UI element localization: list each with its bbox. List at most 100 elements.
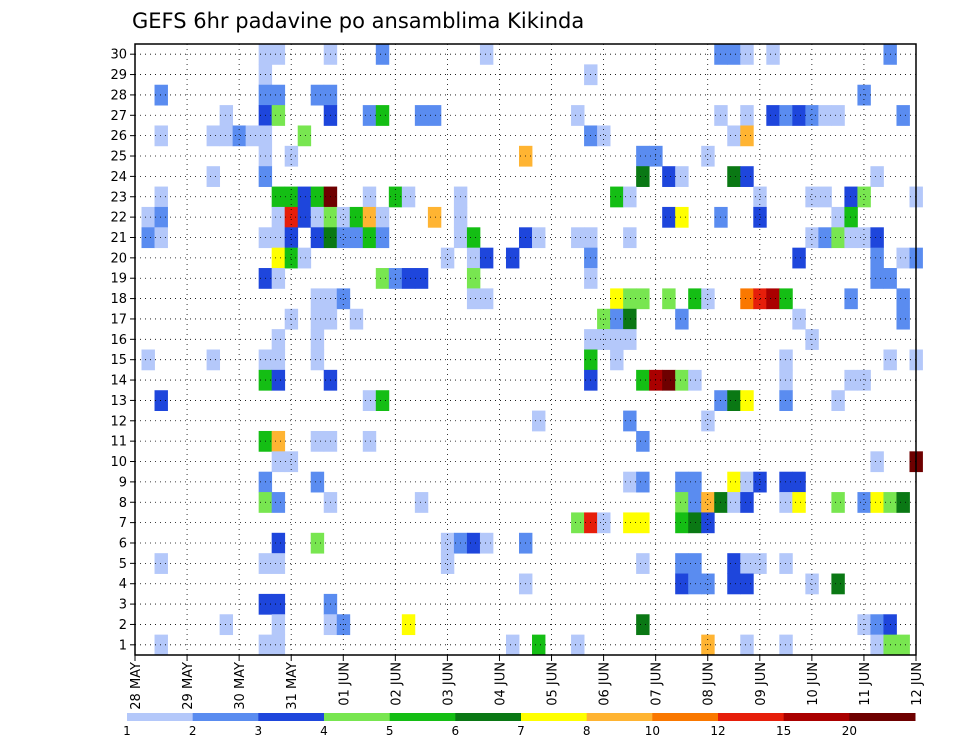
heatmap-cell bbox=[610, 308, 624, 330]
heatmap-cell bbox=[636, 166, 650, 187]
colorbar-label: 7 bbox=[517, 724, 525, 738]
heatmap-cell bbox=[844, 288, 858, 310]
y-tick-label: 4 bbox=[119, 577, 127, 592]
heatmap-cell bbox=[219, 614, 234, 636]
heatmap-cell bbox=[870, 614, 884, 636]
y-tick-label: 26 bbox=[110, 129, 127, 144]
heatmap-cell bbox=[844, 227, 858, 249]
heatmap-cell bbox=[349, 227, 364, 249]
colorbar-label: 2 bbox=[189, 724, 197, 738]
heatmap-cell bbox=[154, 125, 168, 147]
heatmap-cell bbox=[532, 634, 546, 656]
colorbar-label: 15 bbox=[776, 724, 791, 738]
heatmap-cell bbox=[297, 186, 312, 208]
heatmap-cell bbox=[310, 430, 325, 452]
y-tick-label: 9 bbox=[119, 475, 127, 490]
heatmap-cell bbox=[688, 573, 702, 595]
heatmap-cell bbox=[844, 206, 858, 228]
heatmap-cell bbox=[727, 390, 741, 411]
heatmap-cell bbox=[336, 227, 351, 249]
heatmap-cell bbox=[284, 227, 299, 249]
heatmap-cell bbox=[414, 105, 429, 126]
heatmap-cell bbox=[701, 288, 715, 310]
heatmap-cell bbox=[297, 206, 312, 228]
heatmap-cell bbox=[505, 247, 520, 269]
heatmap-cell bbox=[571, 105, 585, 126]
y-tick-label: 8 bbox=[119, 496, 127, 511]
heatmap-cell bbox=[375, 227, 390, 249]
heatmap-cell bbox=[896, 288, 910, 310]
heatmap-cell bbox=[740, 288, 754, 310]
heatmap-cell bbox=[532, 410, 546, 432]
y-tick-label: 20 bbox=[110, 251, 127, 266]
heatmap-cell bbox=[154, 84, 168, 106]
heatmap-cell bbox=[688, 553, 702, 574]
heatmap-cell bbox=[896, 492, 910, 513]
colorbar: 1 2 3 4 5 6 7 8 10 12 15 20 bbox=[123, 713, 916, 738]
heatmap-cell bbox=[688, 288, 702, 310]
heatmap-cell bbox=[896, 247, 910, 269]
heatmap-cell bbox=[206, 166, 221, 187]
heatmap-cell bbox=[779, 349, 793, 371]
heatmap-cell bbox=[271, 84, 286, 106]
heatmap-cell bbox=[740, 553, 754, 574]
heatmap-cell bbox=[310, 84, 325, 106]
heatmap-cell bbox=[349, 308, 364, 330]
heatmap-cell bbox=[375, 105, 390, 126]
heatmap-cell bbox=[623, 288, 637, 310]
heatmap-cell bbox=[427, 206, 442, 228]
heatmap-cell bbox=[154, 390, 168, 411]
y-tick-label: 25 bbox=[110, 150, 127, 165]
colorbar-label: 12 bbox=[710, 724, 725, 738]
heatmap-cell bbox=[271, 492, 286, 513]
heatmap-cell bbox=[701, 512, 715, 534]
heatmap-cell bbox=[740, 166, 754, 187]
heatmap-cell bbox=[870, 492, 884, 513]
heatmap-cell bbox=[675, 512, 689, 534]
heatmap-cell bbox=[271, 227, 286, 249]
heatmap-cell bbox=[636, 430, 650, 452]
heatmap-cell bbox=[597, 512, 611, 534]
x-tick-label: 01 JUN bbox=[337, 662, 352, 706]
x-tick-label: 08 JUN bbox=[702, 662, 717, 706]
colorbar-label: 6 bbox=[452, 724, 460, 738]
heatmap-cell bbox=[740, 105, 754, 126]
heatmap-cell bbox=[206, 349, 221, 371]
heatmap-cell bbox=[271, 105, 286, 126]
heatmap-cell bbox=[284, 206, 299, 228]
heatmap-cell bbox=[636, 512, 650, 534]
x-axis: 28 MAY 29 MAY 30 MAY 31 MAY 01 JUN 02 JUN 03 J… bbox=[129, 655, 925, 710]
colorbar-label: 8 bbox=[583, 724, 591, 738]
heatmap-cell bbox=[297, 125, 312, 147]
y-tick-label: 22 bbox=[110, 211, 127, 226]
heatmap-cell bbox=[623, 227, 637, 249]
x-tick-label: 02 JUN bbox=[389, 662, 404, 706]
x-tick-label: 09 JUN bbox=[754, 662, 769, 706]
colorbar-swatch bbox=[586, 713, 653, 721]
heatmap-cell bbox=[571, 227, 585, 249]
heatmap-cell bbox=[466, 532, 481, 554]
heatmap-cell bbox=[740, 125, 754, 147]
heatmap-cell bbox=[440, 247, 455, 269]
y-tick-label: 10 bbox=[110, 455, 127, 470]
heatmap-cell bbox=[857, 84, 871, 106]
heatmap-cell bbox=[610, 186, 624, 208]
heatmap-cell bbox=[701, 573, 715, 595]
heatmap-cell bbox=[401, 614, 416, 636]
y-tick-label: 19 bbox=[110, 272, 127, 287]
plot-frame bbox=[134, 43, 917, 656]
heatmap-cell bbox=[297, 247, 312, 269]
heatmap-cell bbox=[362, 206, 377, 228]
heatmap-cell bbox=[610, 349, 624, 371]
colorbar-swatch bbox=[127, 713, 194, 721]
heatmap-cell bbox=[310, 532, 325, 554]
colorbar-label: 5 bbox=[386, 724, 394, 738]
x-tick-label: 03 JUN bbox=[441, 662, 456, 706]
heatmap-cell bbox=[792, 492, 806, 513]
y-tick-label: 7 bbox=[119, 516, 127, 531]
y-tick-label: 28 bbox=[110, 88, 127, 103]
heatmap-cell bbox=[284, 186, 299, 208]
heatmap-cell bbox=[779, 492, 793, 513]
heatmap-cell bbox=[792, 471, 806, 493]
heatmap-cell bbox=[349, 206, 364, 228]
